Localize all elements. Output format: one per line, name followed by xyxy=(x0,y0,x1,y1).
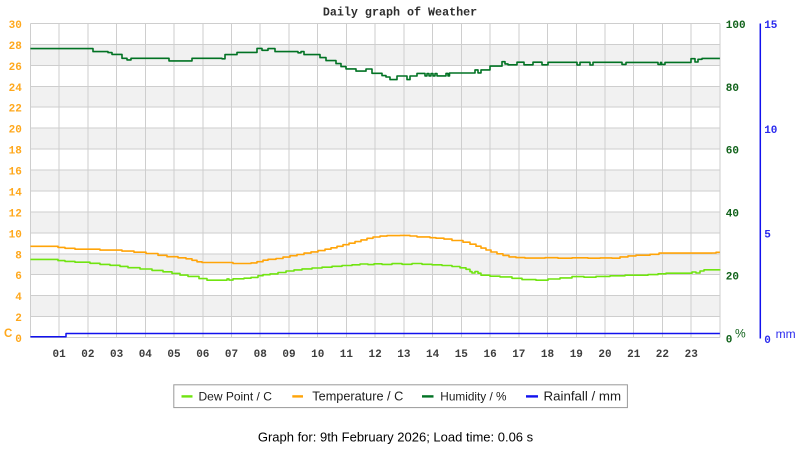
svg-text:06: 06 xyxy=(196,349,209,361)
svg-text:21: 21 xyxy=(627,349,641,361)
svg-text:03: 03 xyxy=(110,349,124,361)
svg-text:22: 22 xyxy=(9,104,22,116)
svg-text:02: 02 xyxy=(81,349,94,361)
svg-text:24: 24 xyxy=(9,83,23,95)
svg-text:19: 19 xyxy=(570,349,583,361)
svg-text:17: 17 xyxy=(512,349,525,361)
svg-text:0: 0 xyxy=(764,335,771,347)
svg-text:05: 05 xyxy=(167,349,181,361)
svg-text:5: 5 xyxy=(764,229,771,241)
svg-text:11: 11 xyxy=(340,349,354,361)
svg-text:12: 12 xyxy=(9,208,22,220)
svg-text:0: 0 xyxy=(15,334,22,346)
svg-text:100: 100 xyxy=(726,20,746,32)
svg-text:C: C xyxy=(4,328,12,340)
svg-text:22: 22 xyxy=(656,349,669,361)
svg-text:8: 8 xyxy=(15,250,22,262)
svg-text:10: 10 xyxy=(311,349,324,361)
svg-text:14: 14 xyxy=(9,188,23,200)
svg-text:18: 18 xyxy=(541,349,555,361)
svg-text:Temperature / C: Temperature / C xyxy=(312,390,403,404)
svg-text:Rainfall / mm: Rainfall / mm xyxy=(544,389,622,404)
svg-text:08: 08 xyxy=(254,349,268,361)
svg-text:20: 20 xyxy=(726,271,739,283)
svg-text:60: 60 xyxy=(726,146,739,158)
svg-text:23: 23 xyxy=(685,349,699,361)
svg-text:80: 80 xyxy=(726,83,739,95)
svg-text:14: 14 xyxy=(426,349,440,361)
svg-text:10: 10 xyxy=(764,125,777,137)
svg-text:2: 2 xyxy=(15,313,22,325)
svg-text:6: 6 xyxy=(15,271,22,283)
svg-text:10: 10 xyxy=(9,229,22,241)
svg-text:18: 18 xyxy=(9,146,23,158)
svg-text:12: 12 xyxy=(368,349,381,361)
svg-text:20: 20 xyxy=(9,125,22,137)
svg-text:09: 09 xyxy=(282,349,295,361)
svg-text:26: 26 xyxy=(9,62,22,74)
svg-text:16: 16 xyxy=(9,167,22,179)
svg-text:Graph for: 9th February 2026;: Graph for: 9th February 2026; Load time:… xyxy=(258,430,534,445)
svg-text:28: 28 xyxy=(9,41,23,53)
svg-text:%: % xyxy=(735,327,746,341)
svg-text:16: 16 xyxy=(483,349,496,361)
svg-text:15: 15 xyxy=(764,20,778,32)
svg-text:13: 13 xyxy=(397,349,411,361)
svg-text:07: 07 xyxy=(225,349,238,361)
svg-text:4: 4 xyxy=(15,292,22,304)
svg-text:mm: mm xyxy=(776,327,796,341)
svg-text:Humidity / %: Humidity / % xyxy=(440,390,507,404)
svg-text:Daily graph of Weather: Daily graph of Weather xyxy=(323,5,477,19)
svg-text:0: 0 xyxy=(726,335,733,347)
svg-text:15: 15 xyxy=(455,349,469,361)
svg-text:20: 20 xyxy=(598,349,611,361)
svg-text:01: 01 xyxy=(52,349,66,361)
svg-text:40: 40 xyxy=(726,209,739,221)
svg-text:04: 04 xyxy=(139,349,153,361)
svg-text:Dew Point / C: Dew Point / C xyxy=(199,390,273,404)
svg-text:30: 30 xyxy=(9,20,22,32)
